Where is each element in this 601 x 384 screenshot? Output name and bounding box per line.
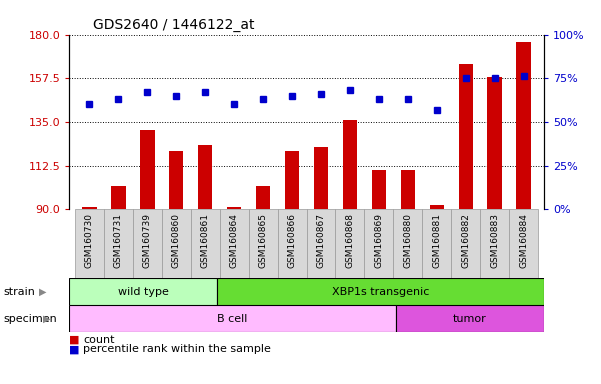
- Bar: [285, 151, 299, 209]
- Bar: [104, 209, 133, 278]
- Bar: [69, 278, 218, 305]
- Bar: [401, 170, 415, 209]
- Text: GSM160739: GSM160739: [143, 213, 152, 268]
- Text: GSM160884: GSM160884: [519, 213, 528, 268]
- Bar: [314, 147, 328, 209]
- Text: XBP1s transgenic: XBP1s transgenic: [332, 287, 429, 297]
- Text: GSM160881: GSM160881: [432, 213, 441, 268]
- Text: GSM160866: GSM160866: [287, 213, 296, 268]
- Bar: [169, 151, 183, 209]
- Bar: [371, 170, 386, 209]
- Text: ▶: ▶: [39, 287, 46, 297]
- Bar: [191, 209, 219, 278]
- Bar: [218, 278, 544, 305]
- Text: percentile rank within the sample: percentile rank within the sample: [83, 344, 271, 354]
- Bar: [430, 205, 444, 209]
- Bar: [219, 209, 249, 278]
- Bar: [487, 77, 502, 209]
- Bar: [394, 209, 423, 278]
- Bar: [423, 209, 451, 278]
- Text: GSM160867: GSM160867: [317, 213, 326, 268]
- Text: GSM160730: GSM160730: [85, 213, 94, 268]
- Text: GSM160864: GSM160864: [230, 213, 239, 268]
- Bar: [307, 209, 335, 278]
- Bar: [343, 120, 357, 209]
- Text: GSM160861: GSM160861: [201, 213, 210, 268]
- Text: GSM160865: GSM160865: [258, 213, 267, 268]
- Bar: [459, 64, 473, 209]
- Text: GDS2640 / 1446122_at: GDS2640 / 1446122_at: [93, 18, 254, 32]
- Bar: [395, 305, 544, 332]
- Text: GSM160880: GSM160880: [403, 213, 412, 268]
- Bar: [451, 209, 480, 278]
- Text: GSM160860: GSM160860: [172, 213, 181, 268]
- Bar: [162, 209, 191, 278]
- Bar: [75, 209, 104, 278]
- Text: GSM160869: GSM160869: [374, 213, 383, 268]
- Text: ▶: ▶: [43, 314, 50, 324]
- Text: GSM160731: GSM160731: [114, 213, 123, 268]
- Bar: [278, 209, 307, 278]
- Bar: [249, 209, 278, 278]
- Text: B cell: B cell: [217, 314, 248, 324]
- Text: GSM160882: GSM160882: [461, 213, 470, 268]
- Bar: [227, 207, 242, 209]
- Bar: [69, 305, 395, 332]
- Text: ■: ■: [69, 335, 79, 345]
- Text: GSM160868: GSM160868: [346, 213, 355, 268]
- Text: tumor: tumor: [453, 314, 487, 324]
- Bar: [82, 207, 97, 209]
- Bar: [480, 209, 509, 278]
- Bar: [335, 209, 364, 278]
- Bar: [516, 42, 531, 209]
- Bar: [198, 145, 212, 209]
- Text: GSM160883: GSM160883: [490, 213, 499, 268]
- Text: wild type: wild type: [118, 287, 169, 297]
- Text: ■: ■: [69, 344, 79, 354]
- Bar: [509, 209, 538, 278]
- Bar: [133, 209, 162, 278]
- Text: strain: strain: [3, 287, 35, 297]
- Text: specimen: specimen: [3, 314, 56, 324]
- Bar: [111, 186, 126, 209]
- Bar: [140, 130, 154, 209]
- Text: count: count: [83, 335, 114, 345]
- Bar: [256, 186, 270, 209]
- Bar: [364, 209, 394, 278]
